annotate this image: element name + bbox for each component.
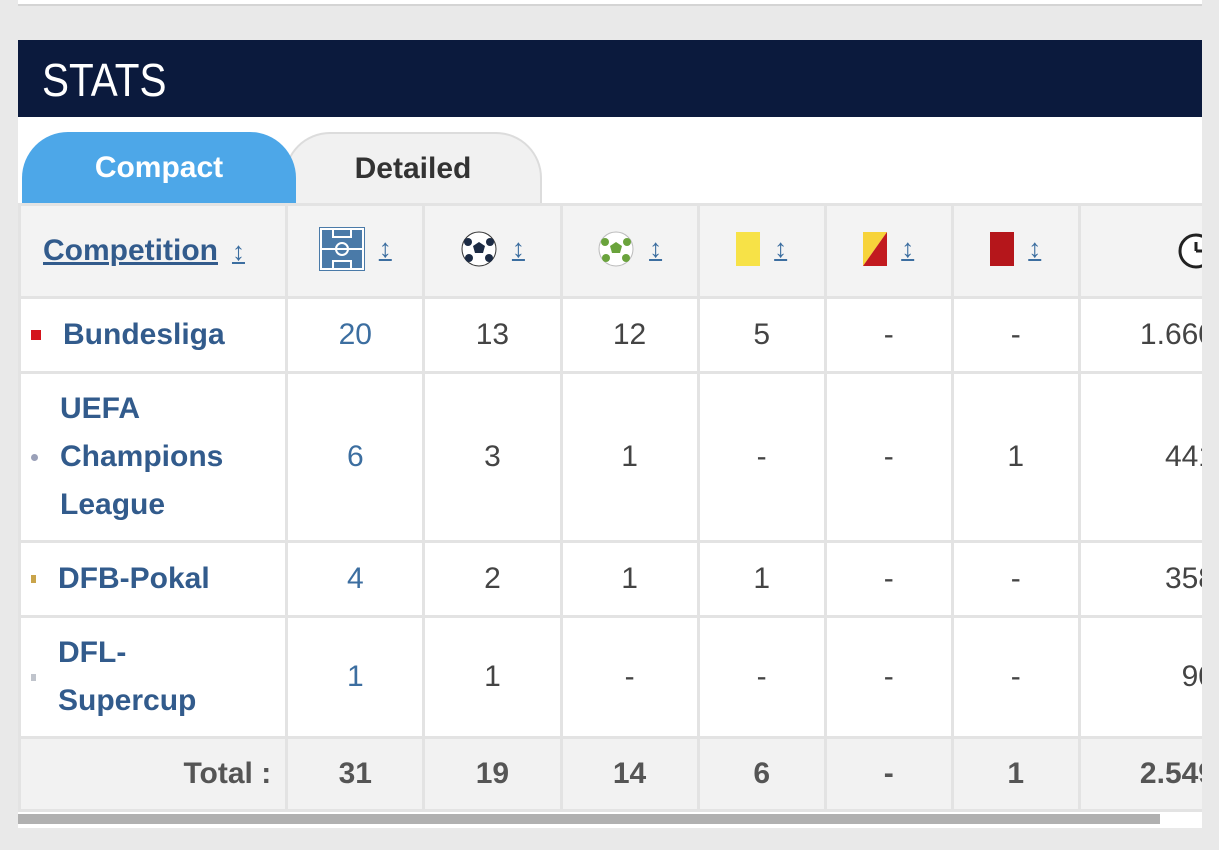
total-label: Total : — [18, 736, 289, 812]
goals-cell: 13 — [422, 296, 563, 374]
total-assists: 14 — [559, 736, 700, 812]
yellow-cards-cell: - — [696, 615, 827, 739]
total-yellow-red-cards: - — [823, 736, 954, 812]
tab-detailed[interactable]: Detailed — [284, 132, 542, 203]
tab-bar: Detailed Compact — [18, 117, 1202, 203]
yellow-card-icon — [736, 231, 761, 266]
minutes-cell: 358 — [1077, 540, 1202, 618]
assists-column-header[interactable]: ↕ — [559, 203, 700, 299]
competition-link[interactable]: Bundesliga — [63, 318, 225, 351]
goals-cell: 3 — [422, 371, 563, 543]
minutes-cell: 90 — [1077, 615, 1202, 739]
appearances-cell[interactable]: 1 — [285, 615, 426, 739]
previous-card-edge — [18, 0, 1202, 6]
red-cards-cell: - — [950, 296, 1081, 374]
clock-icon — [1178, 233, 1202, 269]
dfb-pokal-logo-icon — [31, 575, 36, 583]
sort-icon[interactable]: ↕ — [901, 233, 915, 263]
yellow-red-card-icon — [863, 231, 888, 266]
sort-icon[interactable]: ↕ — [1028, 233, 1042, 263]
appearances-cell[interactable]: 20 — [285, 296, 426, 374]
red-cards-column-header[interactable]: ↕ — [950, 203, 1081, 299]
total-red-cards: 1 — [950, 736, 1081, 812]
assists-cell: 12 — [559, 296, 700, 374]
sort-icon[interactable]: ↕ — [378, 233, 392, 263]
total-goals: 19 — [422, 736, 563, 812]
competition-link[interactable]: DFB-Pokal — [58, 562, 210, 595]
sort-icon[interactable]: ↕ — [231, 236, 245, 266]
competition-cell: Bundesliga — [18, 296, 289, 374]
stats-header: STATS — [18, 40, 1202, 117]
red-cards-cell: 1 — [950, 371, 1081, 543]
table-row: Bundesliga 20 13 12 5 - - 1.660 — [18, 296, 1202, 374]
sort-icon[interactable]: ↕ — [774, 233, 788, 263]
red-cards-cell: - — [950, 615, 1081, 739]
stats-title: STATS — [42, 54, 167, 106]
total-minutes: 2.549 — [1077, 736, 1202, 812]
pitch-icon — [318, 226, 365, 271]
table-row: UEFA Champions League 6 3 1 - - 1 441 — [18, 371, 1202, 543]
minutes-cell: 441 — [1077, 371, 1202, 543]
assists-cell: - — [559, 615, 700, 739]
appearances-cell[interactable]: 6 — [285, 371, 426, 543]
bundesliga-logo-icon — [31, 330, 41, 340]
red-cards-cell: - — [950, 540, 1081, 618]
dfl-supercup-logo-icon — [31, 673, 36, 681]
competition-cell: DFL-Supercup — [18, 615, 289, 739]
tab-compact[interactable]: Compact — [22, 132, 296, 203]
competition-link[interactable]: DFL-Supercup — [58, 636, 197, 717]
table-row: DFL-Supercup 1 1 - - - - 90 — [18, 615, 1202, 739]
appearances-cell[interactable]: 4 — [285, 540, 426, 618]
assists-cell: 1 — [559, 540, 700, 618]
yellow-red-cards-cell: - — [823, 540, 954, 618]
horizontal-scrollbar[interactable] — [18, 814, 1160, 824]
football-icon — [461, 231, 497, 266]
stats-table: Competition ↕ ↕ — [18, 203, 1202, 812]
yellow-red-cards-cell: - — [823, 371, 954, 543]
total-row: Total : 31 19 14 6 - 1 2.549 — [18, 736, 1202, 812]
minutes-cell: 1.660 — [1077, 296, 1202, 374]
competition-column-header[interactable]: Competition ↕ — [18, 203, 289, 299]
assist-ball-icon — [598, 231, 634, 266]
table-header-row: Competition ↕ ↕ — [18, 203, 1202, 299]
yellow-cards-column-header[interactable]: ↕ — [696, 203, 827, 299]
table-row: DFB-Pokal 4 2 1 1 - - 358 — [18, 540, 1202, 618]
total-yellow-cards: 6 — [696, 736, 827, 812]
appearances-column-header[interactable]: ↕ — [285, 203, 426, 299]
competition-cell: UEFA Champions League — [18, 371, 289, 543]
yellow-cards-cell: 5 — [696, 296, 827, 374]
goals-column-header[interactable]: ↕ — [422, 203, 563, 299]
yellow-cards-cell: 1 — [696, 540, 827, 618]
goals-cell: 1 — [422, 615, 563, 739]
sort-icon[interactable]: ↕ — [511, 233, 525, 263]
minutes-column-header[interactable] — [1077, 203, 1202, 299]
champions-league-logo-icon — [31, 453, 38, 461]
goals-cell: 2 — [422, 540, 563, 618]
sort-icon[interactable]: ↕ — [649, 233, 663, 263]
assists-cell: 1 — [559, 371, 700, 543]
yellow-cards-cell: - — [696, 371, 827, 543]
red-card-icon — [990, 231, 1015, 266]
competition-cell: DFB-Pokal — [18, 540, 289, 618]
yellow-red-cards-cell: - — [823, 615, 954, 739]
competition-link[interactable]: UEFA Champions League — [60, 392, 224, 521]
stats-panel: STATS Detailed Compact Competition ↕ — [18, 40, 1202, 828]
yellow-red-cards-column-header[interactable]: ↕ — [823, 203, 954, 299]
competition-header-label[interactable]: Competition — [43, 234, 218, 267]
total-appearances: 31 — [285, 736, 426, 812]
yellow-red-cards-cell: - — [823, 296, 954, 374]
